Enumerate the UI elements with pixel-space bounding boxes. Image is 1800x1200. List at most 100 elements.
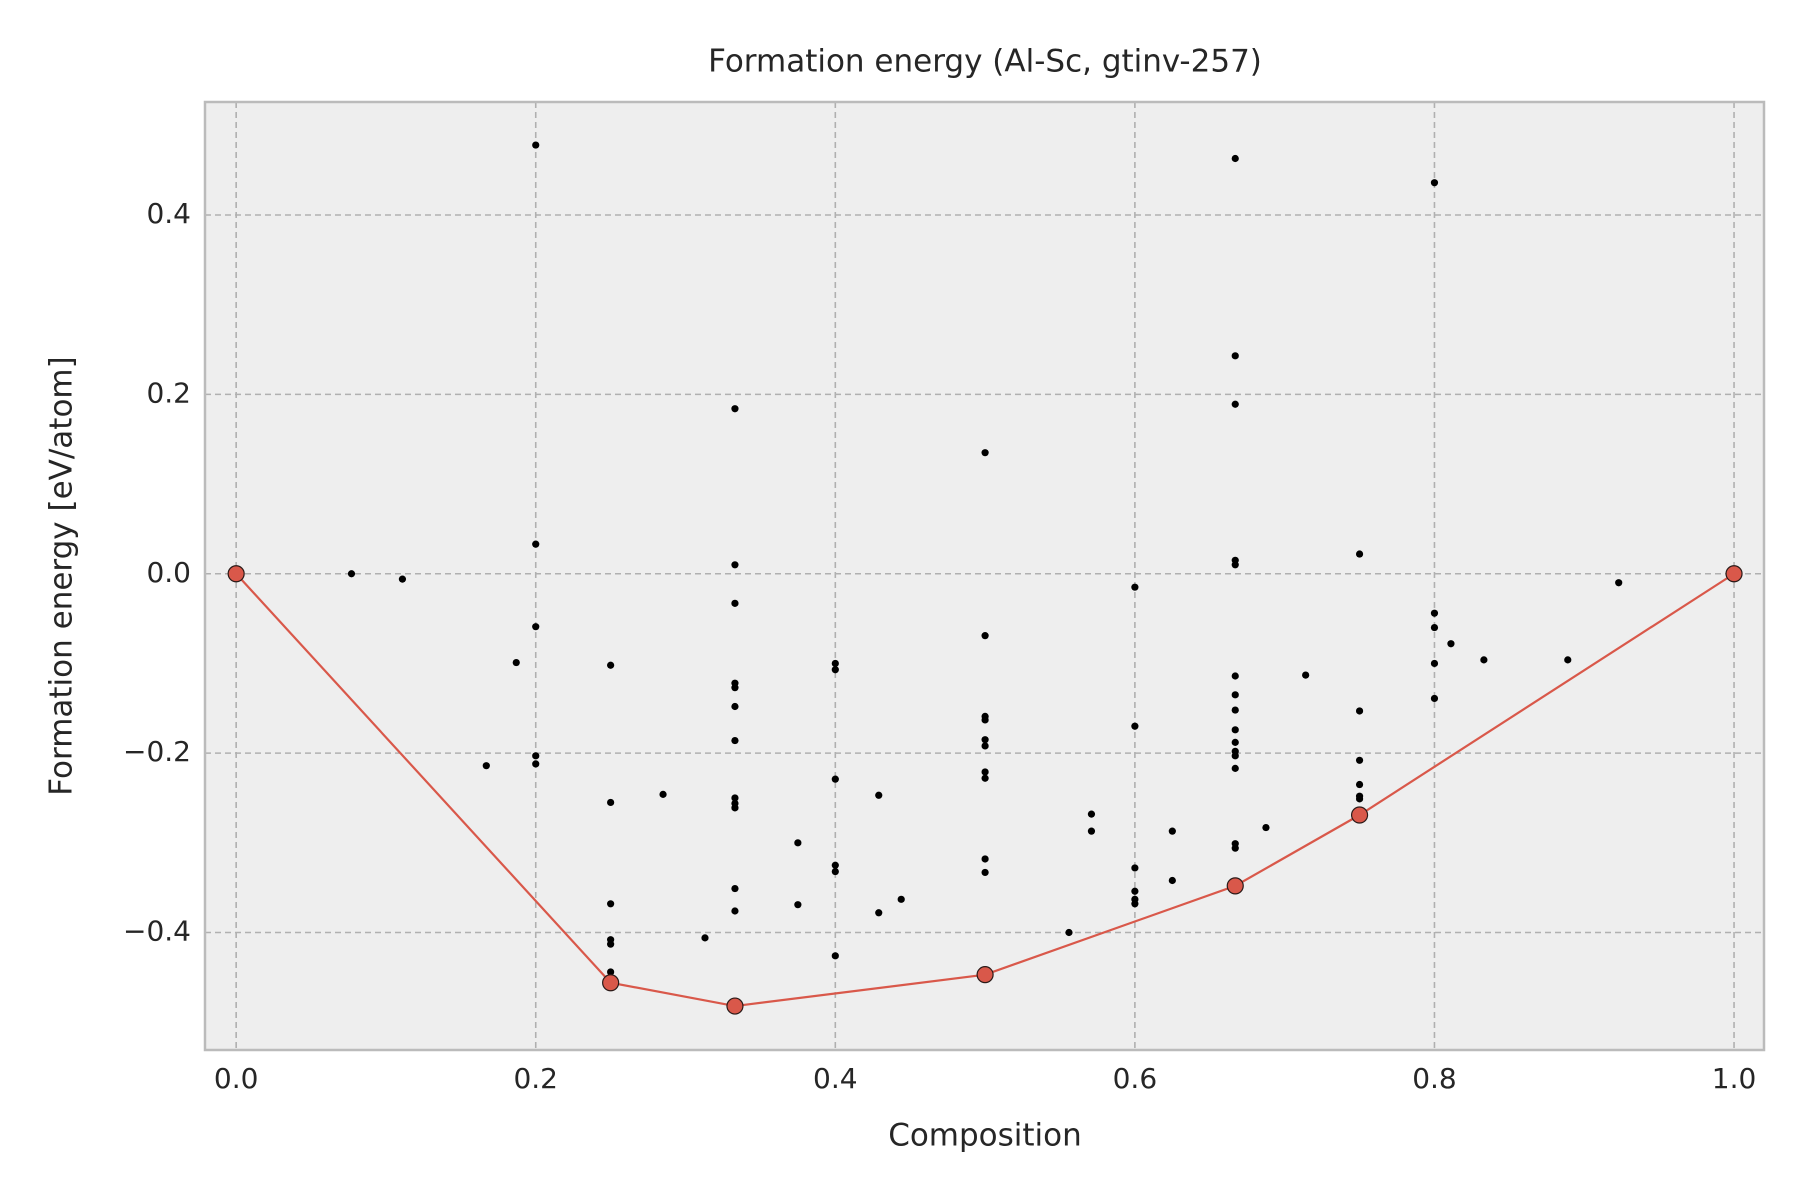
- point: [532, 540, 540, 548]
- point: [794, 901, 802, 909]
- y-tick-label: 0.0: [146, 556, 191, 589]
- point: [1231, 706, 1239, 714]
- point: [1430, 623, 1439, 632]
- point: [1430, 659, 1439, 668]
- point: [1615, 579, 1623, 587]
- point: [1231, 738, 1239, 746]
- plot-border: [203, 100, 1766, 1052]
- point: [731, 405, 739, 413]
- point: [1231, 154, 1239, 163]
- point: [1231, 764, 1239, 772]
- point: [731, 907, 739, 915]
- point: [981, 742, 989, 750]
- point: [731, 684, 739, 692]
- point: [532, 752, 540, 760]
- point: [981, 774, 989, 782]
- point: [512, 658, 520, 667]
- point: [1131, 887, 1139, 895]
- point: [1131, 864, 1139, 872]
- point: [731, 804, 739, 812]
- x-tick-label: 0.6: [1113, 1062, 1158, 1095]
- point: [1231, 352, 1239, 360]
- point: [831, 775, 839, 783]
- point: [981, 736, 989, 744]
- point: [981, 768, 989, 776]
- point: [731, 702, 739, 711]
- point: [607, 900, 615, 908]
- hull-point: [1226, 877, 1244, 895]
- point: [607, 968, 615, 976]
- point: [607, 661, 615, 669]
- point: [532, 760, 540, 768]
- point: [981, 449, 989, 457]
- point: [1231, 844, 1239, 852]
- point: [1355, 707, 1364, 715]
- point: [1355, 795, 1364, 803]
- y-tick-label: 0.2: [146, 376, 191, 409]
- y-tick-label: 0.4: [146, 197, 191, 230]
- point: [1168, 876, 1176, 885]
- x-axis-label: Composition: [888, 1118, 1082, 1154]
- point: [1355, 756, 1364, 764]
- point: [1262, 823, 1270, 832]
- point: [1087, 827, 1096, 835]
- point: [875, 791, 883, 799]
- point: [1131, 900, 1139, 908]
- point: [1430, 609, 1439, 617]
- hull-point: [602, 974, 620, 992]
- x-tick-label: 0.8: [1412, 1062, 1457, 1095]
- point: [831, 861, 839, 869]
- point: [981, 632, 989, 640]
- point: [897, 895, 905, 903]
- point: [731, 599, 739, 607]
- point: [731, 561, 739, 569]
- point: [831, 659, 839, 668]
- hull-point: [976, 966, 994, 984]
- point: [1231, 726, 1239, 734]
- point: [1065, 928, 1073, 937]
- plot-area: [205, 102, 1764, 1050]
- y-tick-label: −0.2: [123, 735, 191, 768]
- x-tick-label: 1.0: [1712, 1062, 1757, 1095]
- point: [794, 839, 802, 847]
- point: [1430, 694, 1439, 703]
- point: [398, 575, 407, 583]
- x-tick-label: 0.0: [214, 1062, 259, 1095]
- y-axis-label: Formation energy [eV/atom]: [44, 356, 80, 795]
- point: [731, 736, 739, 745]
- point: [1231, 672, 1239, 680]
- point: [532, 141, 540, 149]
- point: [981, 855, 989, 863]
- point: [1447, 640, 1455, 648]
- point: [482, 762, 490, 770]
- x-tick-label: 0.4: [813, 1062, 858, 1095]
- point: [701, 934, 709, 942]
- point: [532, 623, 540, 631]
- point: [607, 940, 615, 948]
- x-tick-label: 0.2: [513, 1062, 558, 1095]
- point: [731, 794, 739, 802]
- hull-point: [227, 565, 245, 583]
- point: [1355, 550, 1364, 558]
- hull-point: [1350, 806, 1369, 824]
- point: [607, 798, 615, 807]
- point: [1480, 656, 1488, 664]
- point: [659, 790, 667, 798]
- point: [831, 952, 839, 960]
- point: [1564, 656, 1572, 664]
- point: [1131, 722, 1139, 730]
- point: [1231, 752, 1239, 760]
- point: [1302, 671, 1310, 679]
- point: [1355, 780, 1364, 789]
- point: [1231, 400, 1239, 408]
- point: [1168, 827, 1176, 835]
- point: [981, 716, 989, 724]
- point: [875, 909, 883, 917]
- point: [831, 666, 839, 674]
- point: [831, 867, 839, 876]
- point: [1231, 691, 1239, 699]
- point: [1231, 561, 1239, 569]
- point: [1131, 583, 1139, 591]
